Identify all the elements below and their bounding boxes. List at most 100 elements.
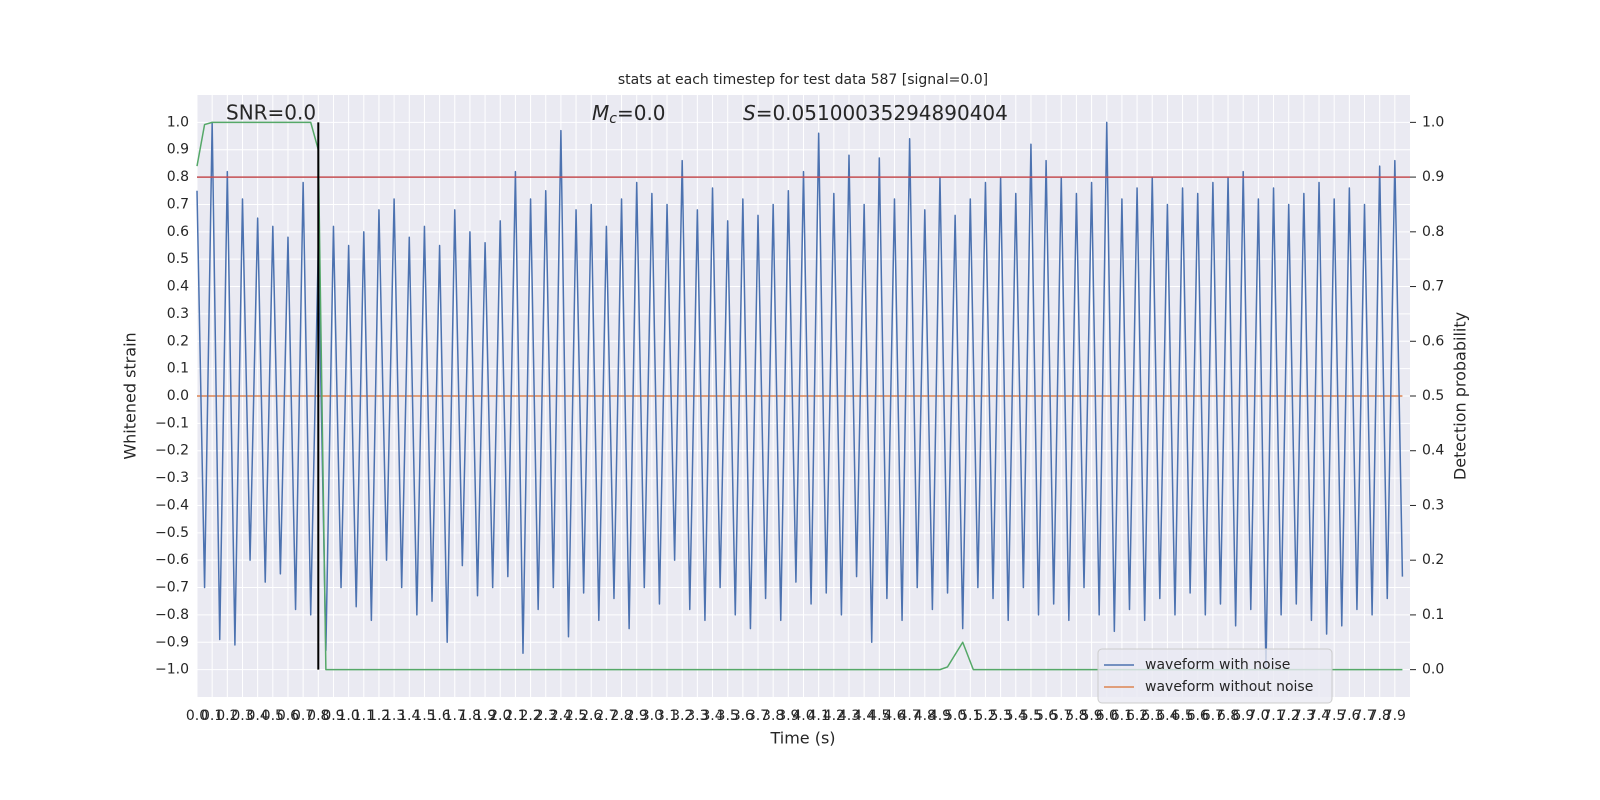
x-tick-label: 0.0 [186, 708, 208, 724]
x-tick-label: 0.7 [292, 708, 314, 724]
x-tick-label: 4.5 [868, 708, 890, 724]
y-tick-label: 0.7 [167, 196, 189, 212]
x-tick-label: 6.1 [1111, 708, 1133, 724]
x-tick-label: 6.4 [1156, 708, 1178, 724]
y-axis-label: Whitened strain [121, 332, 140, 459]
x-tick-label: 4.8 [914, 708, 936, 724]
annotation: S=0.05100035294890404 [743, 101, 1008, 125]
x-tick-label: 1.0 [337, 708, 359, 724]
x-tick-label: 2.9 [626, 708, 648, 724]
series-line [196, 121, 1403, 671]
x-tick-label: 3.8 [762, 708, 784, 724]
y2-tick-label: 0.8 [1422, 224, 1444, 240]
y-tick-label: 0.0 [167, 388, 189, 404]
x-tick-label: 6.8 [1217, 708, 1239, 724]
y2-tick-label: 1.0 [1422, 114, 1444, 130]
x-tick-label: 4.4 [853, 708, 875, 724]
y-tick-label: 0.2 [167, 333, 189, 349]
y2-tick-label: 0.1 [1422, 607, 1444, 623]
y-tick-label: 0.3 [167, 306, 189, 322]
x-tick-label: 3.2 [671, 708, 693, 724]
x-tick-label: 7.0 [1247, 708, 1269, 724]
x-tick-label: 5.4 [1005, 708, 1027, 724]
x-tick-label: 1.6 [428, 708, 450, 724]
x-tick-label: 6.9 [1232, 708, 1254, 724]
legend: waveform with noise waveform without nois… [1097, 648, 1333, 704]
x-tick-label: 7.4 [1308, 708, 1330, 724]
series-line [196, 121, 1404, 671]
x-tick-label: 6.6 [1187, 708, 1209, 724]
x-tick-label: 7.3 [1293, 708, 1315, 724]
y2-tick-label: 0.7 [1422, 279, 1444, 295]
x-tick-label: 3.9 [777, 708, 799, 724]
y2-axis-label: Detection probability [1451, 312, 1470, 480]
x-tick-label: 1.9 [474, 708, 496, 724]
x-tick-label: 1.8 [459, 708, 481, 724]
annotation-text: =0.0 [617, 101, 666, 125]
legend-box [1097, 648, 1333, 704]
x-tick-label: 6.5 [1171, 708, 1193, 724]
y-tick-label: −0.4 [155, 497, 189, 513]
x-tick-label: 4.1 [808, 708, 830, 724]
x-tick-label: 1.4 [398, 708, 420, 724]
x-tick-label: 4.2 [823, 708, 845, 724]
y-tick-label: 0.6 [167, 224, 189, 240]
x-tick-label: 2.1 [504, 708, 526, 724]
y2-tick-label: 0.9 [1422, 169, 1444, 185]
annotation: Mc=0.0 [592, 101, 666, 128]
x-tick-label: 7.6 [1338, 708, 1360, 724]
y-tick-label: −0.5 [155, 525, 189, 541]
y-tick-label: −0.6 [155, 552, 189, 568]
x-tick-label: 2.3 [535, 708, 557, 724]
y-tick-label: 1.0 [167, 114, 189, 130]
y-tick-label: 0.9 [167, 142, 189, 158]
x-tick-label: 3.3 [686, 708, 708, 724]
y-tick-label: −0.9 [155, 634, 189, 650]
x-tick-label: 7.9 [1384, 708, 1406, 724]
x-tick-label: 4.3 [838, 708, 860, 724]
x-tick-label: 0.9 [322, 708, 344, 724]
y2-tick-label: 0.2 [1422, 552, 1444, 568]
x-tick-label: 4.7 [899, 708, 921, 724]
annotation-text: =0.05100035294890404 [756, 101, 1008, 125]
x-tick-label: 1.3 [383, 708, 405, 724]
legend-label: waveform with noise [1145, 657, 1290, 673]
x-tick-label: 7.2 [1278, 708, 1300, 724]
annotation-symbol: M [592, 101, 609, 125]
x-tick-label: 0.4 [247, 708, 269, 724]
x-tick-label: 3.1 [656, 708, 678, 724]
y-tick-label: −0.1 [155, 415, 189, 431]
x-tick-label: 0.6 [277, 708, 299, 724]
legend-label: waveform without noise [1145, 679, 1313, 695]
y-tick-label: −0.7 [155, 580, 189, 596]
x-tick-label: 3.6 [732, 708, 754, 724]
annotation: SNR=0.0 [226, 101, 316, 125]
x-tick-label: 4.6 [883, 708, 905, 724]
x-tick-label: 5.1 [959, 708, 981, 724]
y2-tick-label: 0.6 [1422, 333, 1444, 349]
x-tick-label: 4.0 [792, 708, 814, 724]
annotation-symbol: S [743, 101, 756, 125]
x-tick-label: 5.9 [1080, 708, 1102, 724]
x-tick-label: 6.0 [1096, 708, 1118, 724]
x-tick-label: 7.7 [1353, 708, 1375, 724]
x-tick-label: 2.5 [565, 708, 587, 724]
y-tick-label: −0.2 [155, 443, 189, 459]
x-tick-label: 2.8 [610, 708, 632, 724]
x-tick-label: 1.7 [444, 708, 466, 724]
y-tick-label: −0.3 [155, 470, 189, 486]
x-tick-label: 0.3 [231, 708, 253, 724]
y2-tick-label: 0.0 [1422, 662, 1444, 678]
x-tick-label: 6.7 [1202, 708, 1224, 724]
x-tick-label: 4.9 [929, 708, 951, 724]
x-tick-label: 3.5 [717, 708, 739, 724]
x-tick-label: 2.0 [489, 708, 511, 724]
x-tick-label: 1.5 [413, 708, 435, 724]
x-tick-label: 5.8 [1065, 708, 1087, 724]
x-tick-label: 0.2 [216, 708, 238, 724]
x-tick-label: 5.2 [974, 708, 996, 724]
x-tick-label: 2.6 [580, 708, 602, 724]
x-tick-label: 1.2 [368, 708, 390, 724]
y-tick-label: 0.4 [167, 279, 189, 295]
x-tick-label: 0.1 [201, 708, 223, 724]
